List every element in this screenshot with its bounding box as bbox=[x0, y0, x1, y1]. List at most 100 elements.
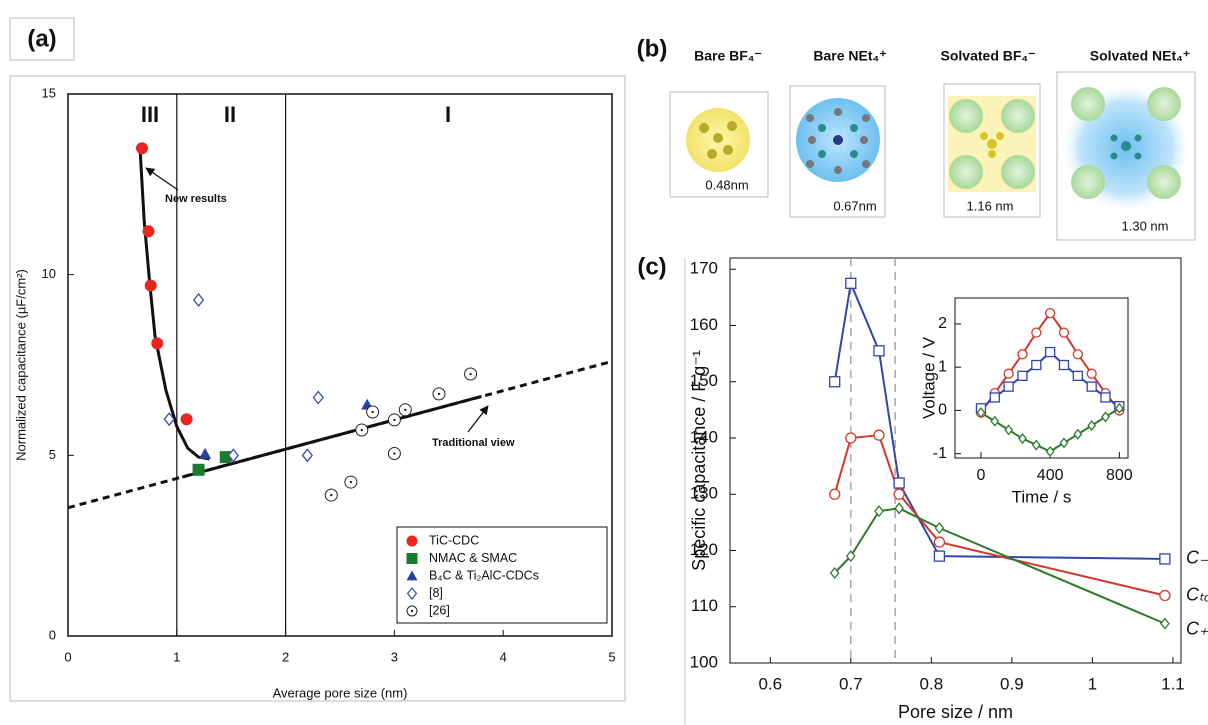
marker bbox=[1100, 392, 1111, 403]
marker-dot bbox=[371, 410, 374, 414]
ion-size: 0.48nm bbox=[705, 177, 748, 192]
y-tick-label: 10 bbox=[42, 266, 56, 281]
annotation: Traditional view bbox=[432, 437, 515, 449]
ion-title: Bare BF₄⁻ bbox=[694, 48, 762, 64]
marker bbox=[142, 225, 155, 238]
x-tick-label: 0.9 bbox=[1000, 674, 1024, 693]
marker bbox=[1073, 428, 1083, 440]
series-line bbox=[833, 507, 1166, 625]
ion-illustrations: Bare BF₄⁻ Bare NEt₄⁺ Solvated BF₄⁻ Solva… bbox=[669, 48, 1196, 241]
marker bbox=[464, 367, 478, 381]
region-label: I bbox=[445, 102, 451, 127]
chart: 0 400 800 -1 0 1 2 Time / s Voltage / V bbox=[919, 297, 1133, 506]
y-tick-label: 110 bbox=[691, 596, 718, 615]
marker bbox=[1003, 368, 1014, 379]
x-tick-label: 0 bbox=[64, 649, 71, 664]
marker bbox=[1087, 420, 1097, 432]
y-tick-label: 140 bbox=[690, 427, 718, 446]
chart: 0.6 0.7 0.8 0.9 1 1.1100110120130140150160170… bbox=[689, 257, 1208, 722]
y-tick-label: 150 bbox=[690, 371, 718, 390]
marker bbox=[1031, 327, 1042, 338]
marker bbox=[976, 407, 986, 419]
marker bbox=[934, 521, 945, 535]
x-tick-label: 0.7 bbox=[839, 674, 863, 693]
y-tick-label: 0 bbox=[49, 627, 56, 642]
panel-label: (c) bbox=[637, 253, 666, 280]
marker bbox=[894, 502, 904, 515]
series-line bbox=[833, 279, 1165, 560]
marker-dot bbox=[330, 493, 333, 497]
fit-line bbox=[67, 359, 613, 510]
marker bbox=[355, 423, 369, 437]
marker bbox=[1045, 346, 1056, 358]
series-label: C₊ bbox=[1186, 618, 1208, 638]
marker bbox=[312, 390, 324, 405]
marker bbox=[406, 570, 418, 581]
panel-a-label-box bbox=[9, 17, 75, 61]
annotation-arrow bbox=[145, 167, 179, 191]
marker bbox=[933, 536, 946, 548]
marker-dot bbox=[349, 480, 353, 484]
ion-title: Solvated BF₄⁻ bbox=[941, 48, 1036, 64]
legend-label: TiC-CDC bbox=[429, 533, 479, 547]
ion-title: Solvated NEt₄⁺ bbox=[1090, 48, 1190, 64]
marker bbox=[1072, 349, 1083, 360]
legend: TiC-CDC NMAC & SMAC B₄C & Ti₂AlC-CDCs [8] [2… bbox=[396, 526, 608, 624]
x-tick-label: 2 bbox=[282, 649, 289, 664]
marker bbox=[1017, 349, 1028, 360]
marker bbox=[1114, 402, 1124, 414]
marker bbox=[1031, 439, 1041, 451]
marker bbox=[135, 142, 148, 155]
series-label: Cₜₒₜₐₗ bbox=[1186, 584, 1208, 604]
marker bbox=[1101, 411, 1110, 423]
x-tick-label: 3 bbox=[391, 649, 398, 664]
marker bbox=[1086, 368, 1097, 379]
marker bbox=[144, 279, 157, 292]
marker bbox=[829, 376, 841, 388]
marker bbox=[192, 292, 205, 308]
y-tick-label: 15 bbox=[42, 85, 56, 100]
fit-line bbox=[138, 144, 210, 461]
marker bbox=[1017, 370, 1028, 381]
marker bbox=[893, 477, 905, 489]
y-tick-label: 1 bbox=[938, 358, 947, 375]
marker bbox=[324, 488, 338, 502]
marker bbox=[1018, 433, 1027, 445]
marker-dot bbox=[410, 609, 414, 613]
x-tick-label: 1.1 bbox=[1161, 674, 1185, 693]
marker bbox=[406, 605, 418, 617]
marker bbox=[1003, 381, 1014, 392]
x-tick-label: 0 bbox=[976, 467, 985, 484]
marker bbox=[1058, 359, 1070, 371]
x-axis-label: Time / s bbox=[1012, 487, 1072, 506]
marker bbox=[1058, 327, 1070, 338]
marker bbox=[845, 277, 857, 289]
marker-dot bbox=[393, 452, 396, 455]
legend-label: [8] bbox=[429, 586, 443, 600]
legend-label: [26] bbox=[429, 603, 450, 617]
marker bbox=[1159, 553, 1171, 565]
x-tick-label: 0.8 bbox=[920, 674, 944, 693]
marker bbox=[873, 429, 885, 441]
ion-size: 1.30 nm bbox=[1122, 218, 1169, 233]
marker bbox=[873, 345, 885, 357]
marker bbox=[1004, 424, 1014, 436]
marker-dot bbox=[469, 372, 472, 376]
panel-a-frame bbox=[9, 75, 626, 702]
molecule bbox=[980, 132, 1004, 158]
marker bbox=[406, 586, 418, 601]
marker bbox=[829, 566, 840, 580]
marker bbox=[845, 550, 856, 563]
marker bbox=[199, 447, 212, 459]
marker bbox=[344, 475, 358, 489]
marker-dot bbox=[393, 418, 396, 422]
marker bbox=[163, 412, 175, 427]
y-tick-label: 2 bbox=[938, 315, 947, 332]
marker bbox=[845, 432, 857, 444]
ion-size: 1.16 nm bbox=[967, 198, 1014, 213]
marker bbox=[933, 550, 946, 562]
marker bbox=[192, 463, 205, 476]
marker bbox=[387, 447, 401, 461]
